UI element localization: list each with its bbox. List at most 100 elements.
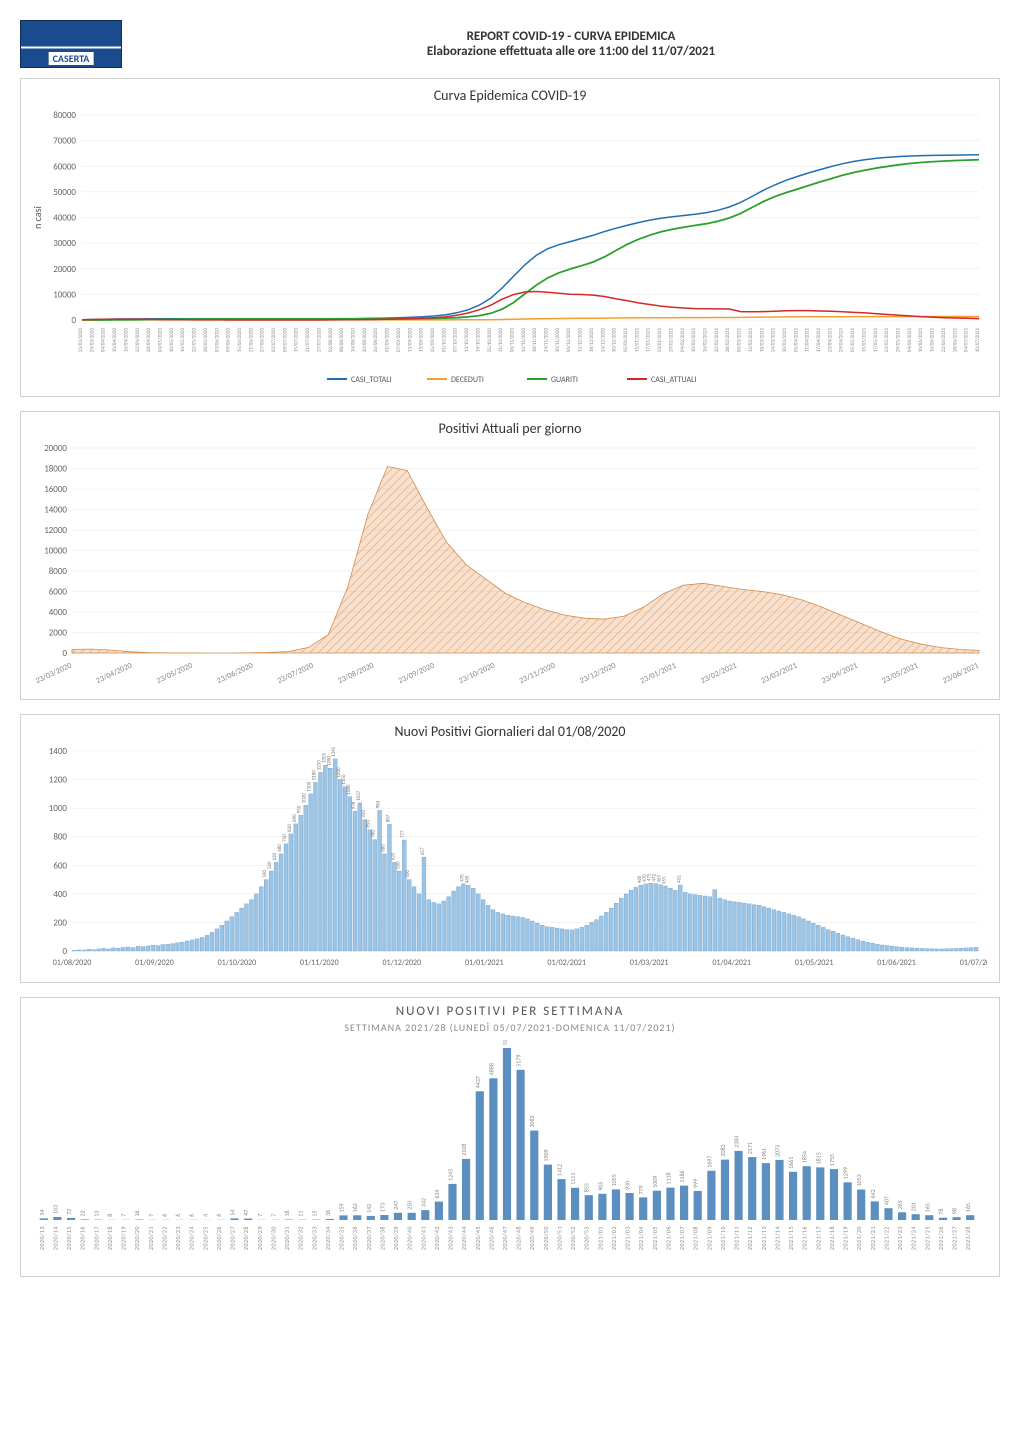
svg-text:30000: 30000: [53, 238, 76, 249]
svg-text:779: 779: [637, 1185, 645, 1194]
svg-text:407: 407: [882, 1196, 890, 1205]
svg-text:36: 36: [324, 1210, 332, 1216]
svg-text:25/09/2020: 25/09/2020: [430, 328, 436, 353]
asl-caserta-logo: [20, 20, 122, 68]
svg-text:04/06/2021: 04/06/2021: [907, 328, 913, 353]
svg-text:54: 54: [38, 1209, 46, 1215]
svg-text:2020/33: 2020/33: [310, 1226, 318, 1250]
svg-text:22/06/2021: 22/06/2021: [941, 328, 947, 353]
svg-text:47: 47: [242, 1210, 250, 1216]
svg-text:2021/15: 2021/15: [787, 1226, 795, 1250]
svg-text:01/10/2020: 01/10/2020: [441, 328, 447, 353]
svg-text:18: 18: [283, 1210, 291, 1216]
svg-text:7: 7: [147, 1214, 155, 1217]
svg-text:2020/42: 2020/42: [433, 1226, 441, 1250]
svg-text:2020/40: 2020/40: [406, 1226, 414, 1250]
svg-text:0: 0: [71, 315, 76, 326]
svg-text:24/11/2020: 24/11/2020: [544, 328, 550, 353]
svg-text:642: 642: [869, 1189, 877, 1198]
svg-text:1961: 1961: [760, 1148, 768, 1160]
svg-text:460: 460: [464, 875, 470, 883]
svg-text:11: 11: [297, 1211, 305, 1217]
svg-text:500: 500: [262, 870, 268, 878]
svg-text:0: 0: [62, 648, 67, 659]
svg-text:54: 54: [229, 1209, 237, 1215]
svg-text:165: 165: [964, 1203, 972, 1212]
svg-text:600: 600: [53, 860, 67, 871]
svg-text:2020/31: 2020/31: [283, 1226, 291, 1250]
svg-text:984: 984: [376, 800, 382, 808]
svg-text:200: 200: [53, 917, 67, 928]
svg-text:1245: 1245: [447, 1169, 455, 1181]
svg-text:10000: 10000: [44, 546, 67, 557]
svg-text:142: 142: [365, 1204, 373, 1213]
svg-text:2021/01: 2021/01: [596, 1226, 604, 1250]
svg-text:23/11/2020: 23/11/2020: [518, 661, 557, 686]
svg-text:2020/35: 2020/35: [338, 1226, 346, 1250]
svg-text:8: 8: [106, 1214, 114, 1217]
svg-text:2021/07: 2021/07: [678, 1226, 686, 1250]
svg-text:2020/18: 2020/18: [106, 1226, 114, 1250]
svg-text:4437: 4437: [474, 1076, 482, 1088]
svg-text:2384: 2384: [733, 1136, 741, 1148]
svg-text:6: 6: [188, 1214, 196, 1217]
svg-text:11/05/2021: 11/05/2021: [861, 328, 867, 353]
svg-text:2021/16: 2021/16: [801, 1226, 809, 1250]
svg-text:25/10/2020: 25/10/2020: [487, 328, 493, 353]
svg-text:4000: 4000: [49, 607, 68, 618]
svg-text:23/04/2020: 23/04/2020: [95, 661, 134, 686]
svg-text:1000: 1000: [49, 803, 68, 814]
svg-text:2020/26: 2020/26: [215, 1226, 223, 1250]
svg-text:1186: 1186: [678, 1170, 686, 1182]
svg-text:15/06/2020: 15/06/2020: [237, 328, 243, 353]
svg-text:1697: 1697: [705, 1156, 713, 1168]
svg-text:16/02/2021: 16/02/2021: [702, 328, 708, 353]
svg-text:2020/22: 2020/22: [160, 1226, 168, 1250]
svg-text:2020/28: 2020/28: [242, 1226, 250, 1250]
svg-text:2020/25: 2020/25: [201, 1226, 209, 1250]
svg-text:DECEDUTI: DECEDUTI: [451, 375, 484, 385]
svg-text:01/10/2020: 01/10/2020: [218, 958, 257, 968]
svg-text:CASI_ATTUALI: CASI_ATTUALI: [651, 375, 696, 385]
svg-text:05/01/2021: 05/01/2021: [623, 328, 629, 353]
svg-text:2020/13: 2020/13: [38, 1226, 46, 1250]
svg-text:27/06/2020: 27/06/2020: [260, 328, 266, 353]
svg-text:2021/05: 2021/05: [651, 1226, 659, 1250]
chart4-title: NUOVI POSITIVI PER SETTIMANA: [27, 1004, 993, 1019]
svg-text:780: 780: [371, 830, 377, 838]
svg-text:08/08/2020: 08/08/2020: [339, 328, 345, 353]
svg-text:2020/27: 2020/27: [229, 1226, 237, 1250]
svg-text:CASI_TOTALI: CASI_TOTALI: [351, 375, 392, 385]
svg-text:6: 6: [160, 1214, 168, 1217]
svg-text:887: 887: [385, 814, 391, 822]
svg-text:5179: 5179: [515, 1055, 523, 1067]
svg-text:1345: 1345: [331, 746, 337, 757]
svg-text:7: 7: [269, 1214, 277, 1217]
svg-text:920: 920: [361, 810, 367, 818]
svg-text:2020/16: 2020/16: [79, 1226, 87, 1250]
svg-text:07/10/2020: 07/10/2020: [453, 328, 459, 353]
svg-text:11/01/2021: 11/01/2021: [634, 328, 640, 353]
svg-text:1400: 1400: [49, 746, 68, 757]
svg-text:2021/17: 2021/17: [814, 1226, 822, 1250]
svg-text:2171: 2171: [746, 1142, 754, 1154]
svg-text:23/12/2020: 23/12/2020: [578, 661, 617, 686]
svg-text:2020/53: 2020/53: [583, 1226, 591, 1250]
svg-text:400: 400: [53, 889, 67, 900]
svg-text:1854: 1854: [801, 1151, 809, 1163]
svg-text:2021/20: 2021/20: [855, 1226, 863, 1250]
svg-text:06/03/2021: 06/03/2021: [737, 328, 743, 353]
svg-text:2021/03: 2021/03: [624, 1226, 632, 1250]
svg-text:16000: 16000: [44, 484, 67, 495]
svg-text:20/08/2020: 20/08/2020: [362, 328, 368, 353]
svg-text:23/05/2021: 23/05/2021: [881, 661, 920, 686]
svg-text:165: 165: [923, 1203, 931, 1212]
svg-text:2020/38: 2020/38: [378, 1226, 386, 1250]
svg-text:23/05/2021: 23/05/2021: [884, 328, 890, 353]
svg-text:1055: 1055: [610, 1174, 618, 1186]
svg-text:13: 13: [92, 1211, 100, 1217]
svg-text:29/03/2020: 29/03/2020: [89, 328, 95, 353]
svg-text:19/10/2020: 19/10/2020: [475, 328, 481, 353]
svg-text:70000: 70000: [53, 136, 76, 147]
svg-text:850: 850: [366, 820, 372, 828]
